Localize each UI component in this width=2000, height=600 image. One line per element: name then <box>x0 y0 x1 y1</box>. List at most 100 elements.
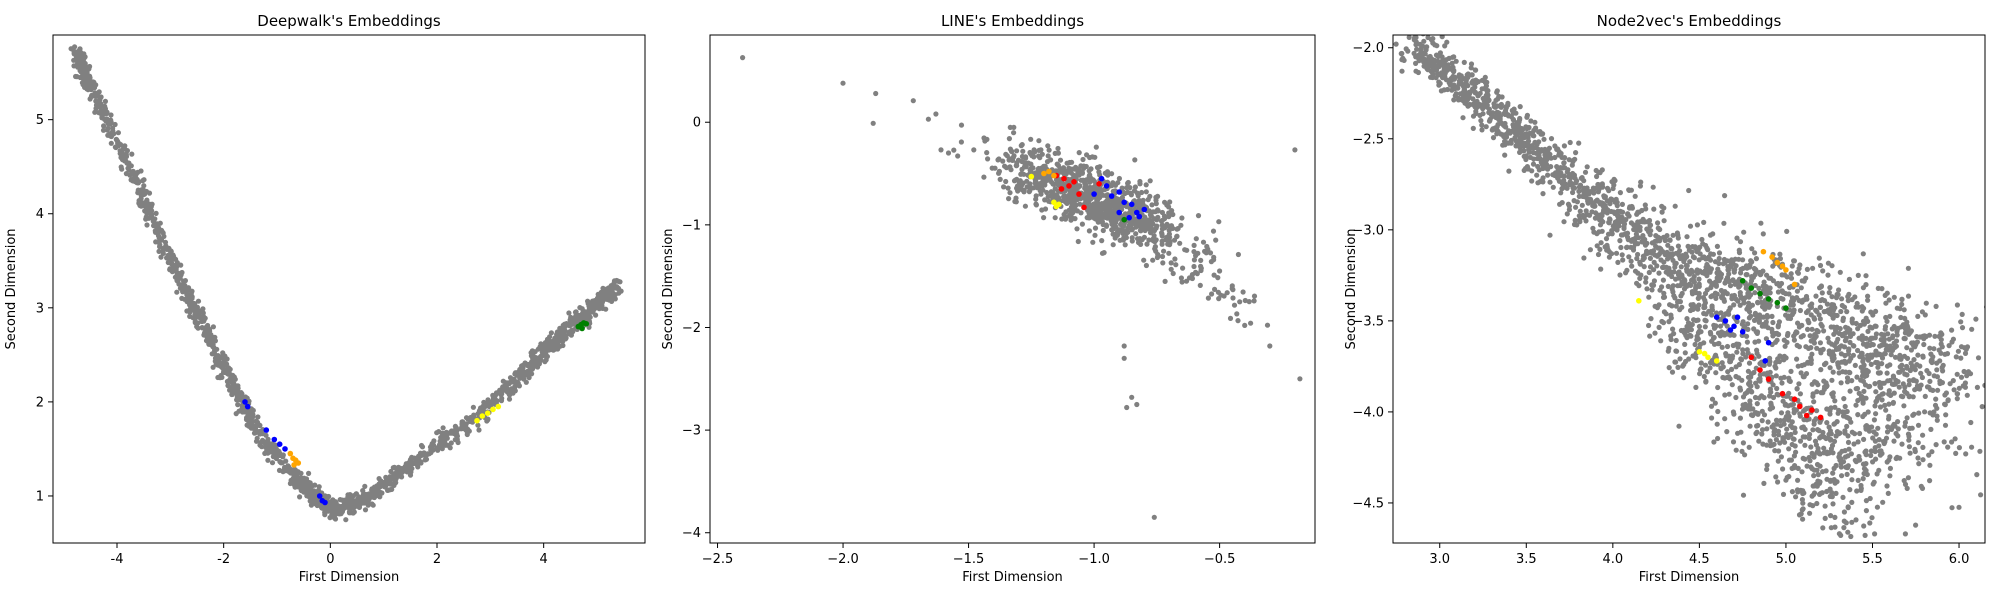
data-point <box>1702 317 1708 323</box>
data-point <box>1124 185 1130 191</box>
data-point <box>1623 270 1629 276</box>
data-point <box>1475 93 1481 99</box>
data-point <box>1842 338 1848 344</box>
data-point <box>1561 173 1567 179</box>
data-point <box>1841 509 1847 515</box>
data-point <box>108 112 114 118</box>
data-point <box>1711 334 1717 341</box>
data-point <box>447 445 453 451</box>
data-point <box>1110 242 1116 248</box>
data-point <box>1914 334 1920 340</box>
data-point <box>1672 264 1678 270</box>
data-point <box>1180 265 1186 271</box>
data-point <box>1527 154 1533 160</box>
data-point <box>82 54 88 60</box>
highlight-point <box>1096 181 1102 187</box>
data-point <box>592 304 598 310</box>
data-point <box>1644 240 1650 246</box>
data-point <box>1129 226 1135 232</box>
data-point <box>1524 114 1530 120</box>
data-point <box>476 427 482 433</box>
data-point <box>1889 335 1895 341</box>
data-point <box>1174 234 1180 240</box>
highlight-point <box>1041 170 1047 177</box>
data-point <box>1781 337 1787 343</box>
data-point <box>1613 250 1620 256</box>
data-point <box>1191 263 1197 270</box>
data-point <box>280 454 286 460</box>
data-point <box>1216 296 1222 302</box>
highlight-point <box>1061 175 1067 182</box>
data-point <box>1421 38 1427 44</box>
data-point <box>524 372 530 378</box>
data-point <box>1098 188 1104 195</box>
data-point <box>1545 172 1551 178</box>
data-point <box>1090 239 1096 245</box>
data-point <box>232 376 238 382</box>
data-point <box>1783 312 1789 318</box>
data-point <box>1550 184 1556 190</box>
data-point <box>1724 275 1731 281</box>
data-point <box>531 359 538 365</box>
data-point <box>1696 276 1702 282</box>
data-point <box>1818 297 1824 304</box>
data-point <box>227 376 233 382</box>
data-point <box>1292 147 1298 153</box>
data-point <box>1224 290 1230 296</box>
data-point <box>1669 286 1675 292</box>
data-point <box>1587 247 1593 253</box>
data-point <box>1469 72 1475 78</box>
data-point <box>1590 185 1596 191</box>
data-point <box>155 222 161 228</box>
data-point <box>1921 334 1927 340</box>
x-tick-label: −1.0 <box>1078 552 1110 567</box>
data-point <box>1098 201 1104 208</box>
data-point <box>1919 374 1925 381</box>
data-point <box>1447 78 1454 84</box>
data-point <box>100 127 107 133</box>
data-point <box>1143 182 1149 188</box>
data-point <box>1963 346 1969 352</box>
data-point <box>1737 290 1743 296</box>
data-point <box>1644 286 1650 292</box>
data-point <box>1044 189 1050 196</box>
y-tick-label: 3 <box>36 301 44 316</box>
data-point <box>1756 338 1762 344</box>
data-point <box>1132 157 1138 163</box>
data-point <box>1869 515 1875 521</box>
data-point <box>515 369 521 375</box>
data-point <box>1155 207 1161 213</box>
data-point <box>1942 422 1949 428</box>
data-point <box>1599 167 1605 173</box>
data-point <box>215 353 221 359</box>
highlight-point <box>474 417 480 424</box>
chart-panel-3: 3.0 3.5 4.0 4.5 5.0 5.5 6.0−4.5−4.0−3.5−3.0−2.… <box>1344 12 1986 585</box>
data-point <box>1021 187 1027 193</box>
data-point <box>1109 171 1115 177</box>
data-point <box>1038 147 1044 153</box>
data-point <box>740 55 746 61</box>
data-point <box>512 379 518 385</box>
data-point <box>1602 194 1608 200</box>
data-point <box>411 460 417 466</box>
data-point <box>1904 365 1910 371</box>
data-point <box>1797 307 1803 314</box>
data-point <box>1828 352 1834 358</box>
data-point <box>1147 178 1153 184</box>
data-point <box>1195 250 1201 256</box>
data-point <box>266 449 272 455</box>
data-point <box>1189 275 1195 282</box>
data-point <box>1791 333 1797 339</box>
data-point <box>1526 149 1532 155</box>
data-point <box>1576 188 1582 194</box>
data-point <box>389 486 395 492</box>
data-point <box>1246 299 1252 305</box>
data-point <box>1535 180 1541 186</box>
data-point <box>1524 125 1530 132</box>
data-point <box>1753 268 1759 274</box>
data-point <box>1109 182 1115 189</box>
data-point <box>1968 419 1974 426</box>
data-point <box>1042 206 1049 212</box>
data-point <box>115 130 121 136</box>
data-point <box>1510 116 1516 122</box>
